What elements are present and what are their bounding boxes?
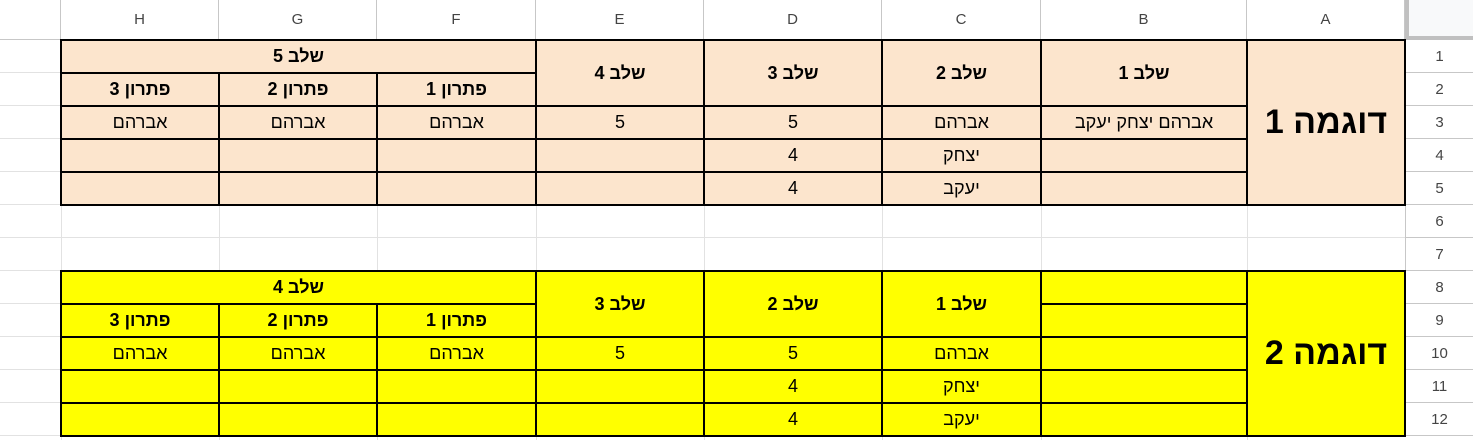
- cell-D1[interactable]: שלב 3: [703, 39, 883, 107]
- row-header-4[interactable]: 4: [1405, 139, 1473, 172]
- row-header-3[interactable]: 3: [1405, 106, 1473, 139]
- cell-E11[interactable]: [535, 369, 705, 404]
- cell-B1[interactable]: שלב 1: [1040, 39, 1248, 107]
- gridline-vertical: [536, 0, 537, 440]
- cell-D4[interactable]: 4: [703, 138, 883, 173]
- cell-F2[interactable]: פתרון 1: [376, 72, 537, 107]
- cell-D8[interactable]: שלב 2: [703, 270, 883, 338]
- cell-F12[interactable]: [376, 402, 537, 437]
- cell-H11[interactable]: [60, 369, 220, 404]
- cell-F9[interactable]: פתרון 1: [376, 303, 537, 338]
- cell-H4[interactable]: [60, 138, 220, 173]
- cell-G5[interactable]: [218, 171, 378, 206]
- cell-G10[interactable]: אברהם: [218, 336, 378, 371]
- column-header-A[interactable]: A: [1247, 0, 1405, 40]
- cell-G4[interactable]: [218, 138, 378, 173]
- cell-G11[interactable]: [218, 369, 378, 404]
- row-header-7[interactable]: 7: [1405, 238, 1473, 271]
- row-header-10[interactable]: 10: [1405, 337, 1473, 370]
- cell-C8[interactable]: שלב 1: [881, 270, 1042, 338]
- cell-G12[interactable]: [218, 402, 378, 437]
- cell-H5[interactable]: [60, 171, 220, 206]
- cell-E4[interactable]: [535, 138, 705, 173]
- select-all-corner[interactable]: [1405, 0, 1473, 40]
- cell-G9[interactable]: פתרון 2: [218, 303, 378, 338]
- cell-A1[interactable]: דוגמה 1: [1246, 39, 1406, 206]
- cell-F8[interactable]: שלב 4: [60, 270, 537, 305]
- gridline-vertical: [704, 0, 705, 440]
- cell-C10[interactable]: אברהם: [881, 336, 1042, 371]
- gridline-vertical: [1247, 0, 1248, 440]
- cell-B9[interactable]: [1040, 303, 1248, 338]
- cell-F10[interactable]: אברהם: [376, 336, 537, 371]
- cell-C5[interactable]: יעקב: [881, 171, 1042, 206]
- cell-E3[interactable]: 5: [535, 105, 705, 140]
- column-header-H[interactable]: H: [61, 0, 219, 40]
- cell-H10[interactable]: אברהם: [60, 336, 220, 371]
- cell-E10[interactable]: 5: [535, 336, 705, 371]
- cell-A8[interactable]: דוגמה 2: [1246, 270, 1406, 437]
- cell-F1[interactable]: שלב 5: [60, 39, 537, 74]
- cell-B4[interactable]: [1040, 138, 1248, 173]
- cell-B3[interactable]: אברהם יצחק יעקב: [1040, 105, 1248, 140]
- cell-C4[interactable]: יצחק: [881, 138, 1042, 173]
- row-header-12[interactable]: 12: [1405, 403, 1473, 436]
- row-header-8[interactable]: 8: [1405, 271, 1473, 304]
- row-header-6[interactable]: 6: [1405, 205, 1473, 238]
- cell-E5[interactable]: [535, 171, 705, 206]
- row-header-5[interactable]: 5: [1405, 172, 1473, 205]
- cell-B10[interactable]: [1040, 336, 1248, 371]
- cell-B11[interactable]: [1040, 369, 1248, 404]
- cell-C1[interactable]: שלב 2: [881, 39, 1042, 107]
- row-header-1[interactable]: 1: [1405, 40, 1473, 73]
- cell-B8[interactable]: [1040, 270, 1248, 305]
- cell-G2[interactable]: פתרון 2: [218, 72, 378, 107]
- column-header-F[interactable]: F: [377, 0, 536, 40]
- cell-B5[interactable]: [1040, 171, 1248, 206]
- cell-F3[interactable]: אברהם: [376, 105, 537, 140]
- row-header-2[interactable]: 2: [1405, 73, 1473, 106]
- cell-E12[interactable]: [535, 402, 705, 437]
- cell-C12[interactable]: יעקב: [881, 402, 1042, 437]
- gridline-vertical: [61, 0, 62, 440]
- cell-C11[interactable]: יצחק: [881, 369, 1042, 404]
- column-header-G[interactable]: G: [219, 0, 377, 40]
- column-header-D[interactable]: D: [704, 0, 882, 40]
- column-header-blank: [0, 0, 61, 40]
- gridline-vertical: [1041, 0, 1042, 440]
- gridline-horizontal: [0, 237, 1405, 238]
- cell-D12[interactable]: 4: [703, 402, 883, 437]
- column-header-E[interactable]: E: [536, 0, 704, 40]
- cell-D3[interactable]: 5: [703, 105, 883, 140]
- gridline-vertical: [377, 0, 378, 440]
- cell-F11[interactable]: [376, 369, 537, 404]
- cell-B12[interactable]: [1040, 402, 1248, 437]
- cell-H9[interactable]: פתרון 3: [60, 303, 220, 338]
- cell-H12[interactable]: [60, 402, 220, 437]
- row-header-9[interactable]: 9: [1405, 304, 1473, 337]
- cell-C3[interactable]: אברהם: [881, 105, 1042, 140]
- gridline-vertical: [219, 0, 220, 440]
- cell-E8[interactable]: שלב 3: [535, 270, 705, 338]
- cell-D5[interactable]: 4: [703, 171, 883, 206]
- gridline-vertical: [882, 0, 883, 440]
- cell-D11[interactable]: 4: [703, 369, 883, 404]
- cell-H2[interactable]: פתרון 3: [60, 72, 220, 107]
- cell-H3[interactable]: אברהם: [60, 105, 220, 140]
- cell-D10[interactable]: 5: [703, 336, 883, 371]
- column-header-C[interactable]: C: [882, 0, 1041, 40]
- column-header-B[interactable]: B: [1041, 0, 1247, 40]
- cell-G3[interactable]: אברהם: [218, 105, 378, 140]
- row-header-11[interactable]: 11: [1405, 370, 1473, 403]
- cell-F5[interactable]: [376, 171, 537, 206]
- cell-E1[interactable]: שלב 4: [535, 39, 705, 107]
- cell-F4[interactable]: [376, 138, 537, 173]
